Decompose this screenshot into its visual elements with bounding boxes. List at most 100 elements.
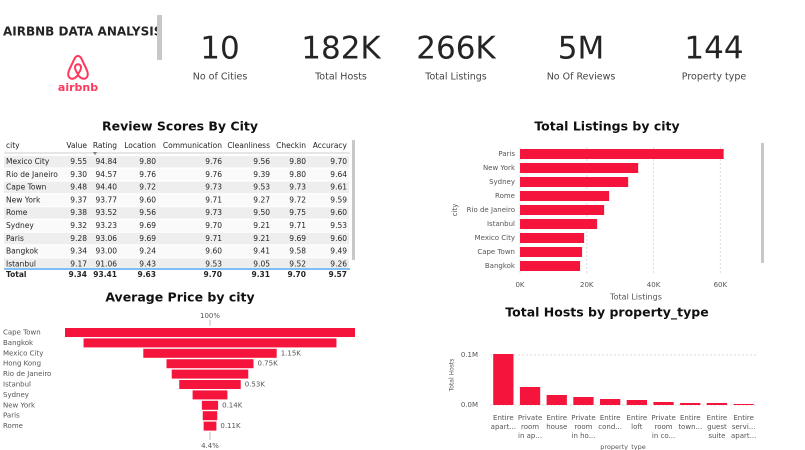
table-cell: 9.75: [289, 208, 306, 217]
column-header: Cleanliness: [227, 141, 270, 150]
table-cell: 93.23: [96, 221, 118, 230]
table-cell: 9.60: [205, 247, 222, 256]
table-cell: 9.73: [289, 183, 306, 192]
dashboard-title: AIRBNB DATA ANALYSIS: [3, 25, 162, 39]
table-cell: Istanbul: [6, 259, 36, 268]
table-scrollbar: [352, 140, 355, 260]
x-tick-label: Entire town...: [678, 414, 702, 431]
table-row-bg: [4, 258, 349, 270]
table-cell: 94.40: [96, 183, 118, 192]
table-cell: 9.80: [289, 170, 306, 179]
funnel-bar: [179, 380, 241, 389]
column-header: Location: [124, 141, 156, 150]
funnel-bar: [143, 348, 277, 358]
funnel-bar: [201, 400, 219, 410]
table-cell: 9.60: [330, 208, 347, 217]
column-header: Accuracy: [313, 141, 348, 150]
bar: [626, 400, 647, 405]
total-cell: 9.70: [287, 270, 306, 279]
x-tick-label: Entire loft: [627, 414, 648, 431]
bar: [519, 387, 541, 405]
top-label: 100%: [200, 312, 220, 320]
y-axis-title: Total Hosts: [449, 359, 456, 393]
table-cell: 93.00: [96, 247, 118, 256]
table-cell: 9.21: [253, 221, 270, 230]
funnel-bar: [166, 359, 254, 369]
bar: [733, 404, 754, 405]
table-cell: 9.30: [70, 170, 87, 179]
table-cell: 94.57: [96, 170, 118, 179]
table-cell: Paris: [6, 234, 24, 243]
y-tick-label: New York: [483, 164, 516, 172]
bar: [520, 163, 639, 173]
table-cell: 9.69: [139, 221, 156, 230]
table-row-bg: [4, 207, 349, 219]
table-cell: 9.52: [289, 259, 306, 268]
column-header: city: [6, 141, 20, 150]
x-tick-label: Entire house: [546, 414, 567, 431]
category-label: Sydney: [3, 391, 29, 399]
table-cell: 93.52: [96, 208, 118, 217]
chart-title: Total Hosts by property_type: [505, 305, 708, 321]
table-cell: 9.61: [330, 183, 347, 192]
kpi-label: Total Listings: [424, 72, 487, 83]
y-tick-label: Mexico City: [475, 234, 515, 242]
table-cell: 9.27: [253, 195, 270, 204]
kpi-label: Total Hosts: [314, 72, 367, 83]
table-cell: 9.71: [289, 221, 306, 230]
table-cell: 9.76: [205, 157, 222, 166]
bar: [653, 402, 674, 405]
logo-icon: [67, 54, 89, 80]
table-cell: 93.06: [96, 234, 118, 243]
category-label: New York: [3, 401, 36, 409]
table-cell: 9.28: [70, 234, 87, 243]
chart-scrollbar: [761, 143, 764, 263]
bar: [520, 205, 605, 215]
chart-title: Average Price by city: [105, 290, 254, 305]
bar: [520, 191, 610, 201]
x-tick-label: Entire guest suite: [707, 414, 728, 440]
bar: [520, 261, 581, 271]
table-cell: Bangkok: [6, 247, 39, 256]
kpi-value: 182K: [301, 31, 381, 67]
table-cell: 94.84: [96, 157, 118, 166]
x-tick-label: Entire servi... apart...: [731, 414, 756, 440]
table-cell: 9.76: [139, 170, 156, 179]
table-cell: 9.59: [330, 195, 347, 204]
table-cell: 9.70: [205, 221, 222, 230]
table-cell: 9.58: [289, 247, 306, 256]
table-row-bg: [4, 168, 349, 181]
column-header: Communication: [163, 141, 222, 150]
total-cell: 9.34: [68, 270, 87, 279]
table-cell: 9.53: [205, 259, 222, 268]
funnel-bar: [203, 421, 217, 431]
table-cell: 9.71: [205, 195, 222, 204]
table-cell: 9.64: [330, 170, 347, 179]
funnel-bar: [83, 338, 337, 348]
table-cell: 9.53: [330, 221, 347, 230]
kpi-value: 5M: [558, 31, 604, 67]
table-cell: 9.26: [330, 259, 347, 268]
kpi-label: No Of Reviews: [547, 72, 616, 83]
logo-text: airbnb: [58, 81, 98, 94]
bar: [573, 397, 594, 405]
total-cell: 9.31: [251, 270, 270, 279]
table-cell: Rome: [6, 208, 28, 217]
table-cell: 93.77: [96, 195, 118, 204]
table-cell: Cape Town: [6, 183, 47, 192]
table-cell: 9.49: [330, 247, 347, 256]
x-tick-label: 20K: [580, 281, 594, 289]
total-cell: 9.57: [328, 270, 347, 279]
table-cell: 9.05: [253, 259, 270, 268]
table-cell: 9.56: [139, 208, 156, 217]
total-cell: 9.63: [137, 270, 156, 279]
table-cell: Mexico City: [6, 157, 50, 166]
table-cell: Rio de Janeiro: [6, 170, 58, 179]
x-tick-label: Private room in ap...: [518, 414, 542, 440]
x-axis-title: Total Listings: [609, 293, 662, 302]
bar: [520, 233, 585, 243]
divider: [157, 15, 162, 60]
bar: [680, 403, 701, 405]
category-label: Istanbul: [3, 381, 31, 389]
funnel-bar: [171, 369, 249, 379]
